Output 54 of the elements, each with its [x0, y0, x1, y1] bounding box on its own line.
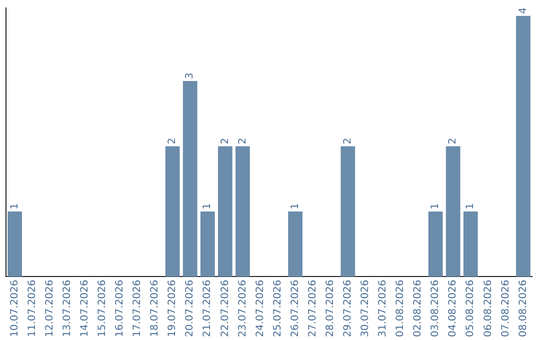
x-tick-label: 11.07.2026 — [26, 280, 38, 338]
x-tick-label: 20.07.2026 — [184, 280, 196, 338]
x-tick-label: 17.07.2026 — [132, 280, 144, 338]
data-label: 1 — [430, 203, 442, 210]
bar — [516, 16, 530, 277]
data-label: 1 — [9, 203, 20, 210]
bar — [200, 212, 215, 277]
x-tick-label: 14.07.2026 — [79, 280, 90, 338]
x-tick-label: 08.08.2026 — [518, 280, 529, 338]
x-tick-label: 23.07.2026 — [237, 280, 248, 338]
x-tick-label: 16.07.2026 — [114, 280, 126, 338]
x-tick-label: 21.07.2026 — [202, 280, 214, 338]
x-tick-label: 03.08.2026 — [430, 280, 442, 338]
x-tick-label: 13.07.2026 — [62, 280, 73, 338]
x-tick-label: 06.08.2026 — [482, 280, 494, 338]
bar — [463, 212, 478, 277]
data-label: 2 — [237, 138, 248, 144]
bar — [428, 212, 443, 277]
data-label: 2 — [342, 138, 354, 144]
data-label: 3 — [184, 72, 196, 80]
x-tick-label: 07.08.2026 — [500, 280, 512, 338]
x-tick-label: 19.07.2026 — [167, 280, 178, 338]
x-tick-label: 29.07.2026 — [342, 280, 354, 338]
x-tick-label: 22.07.2026 — [220, 280, 231, 338]
bar — [182, 81, 198, 277]
data-label: 4 — [518, 7, 529, 14]
bar — [218, 146, 232, 277]
bar — [446, 146, 460, 277]
x-tick-label: 05.08.2026 — [465, 280, 476, 338]
x-tick-label: 12.07.2026 — [44, 280, 56, 338]
bar — [8, 212, 22, 277]
x-tick-label: 28.07.2026 — [324, 280, 336, 338]
x-tick-label: 30.07.2026 — [360, 280, 372, 338]
data-label: 1 — [202, 203, 214, 210]
data-label: 2 — [167, 138, 178, 144]
x-tick-label: 25.07.2026 — [272, 280, 284, 338]
x-tick-label: 04.08.2026 — [448, 280, 459, 338]
x-tick-label: 01.08.2026 — [395, 280, 406, 338]
x-tick-label: 31.07.2026 — [378, 280, 389, 338]
x-tick-label: 24.07.2026 — [254, 280, 266, 338]
x-tick-label: 02.08.2026 — [412, 280, 424, 338]
x-tick-label: 15.07.2026 — [97, 280, 108, 338]
data-label: 1 — [465, 203, 476, 210]
x-tick-label: 26.07.2026 — [290, 280, 301, 338]
bar — [288, 212, 302, 277]
bar — [236, 146, 250, 277]
x-tick-label: 27.07.2026 — [307, 280, 318, 338]
data-label: 2 — [220, 138, 231, 144]
bar — [340, 146, 356, 277]
x-tick-label: 18.07.2026 — [150, 280, 161, 338]
x-tick-label: 10.07.2026 — [9, 280, 20, 338]
bar — [165, 146, 180, 277]
data-label: 2 — [448, 138, 459, 144]
data-label: 1 — [290, 203, 301, 210]
